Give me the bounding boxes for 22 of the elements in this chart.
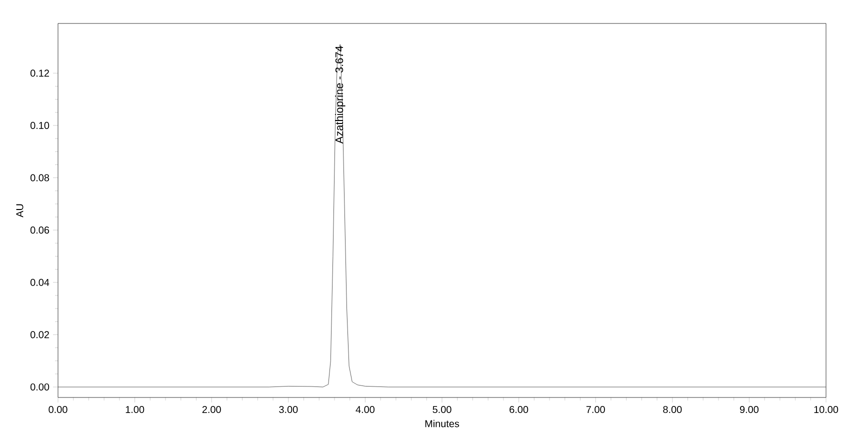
y-tick-label: 0.08 xyxy=(30,174,50,182)
x-tick-label: 2.00 xyxy=(202,406,221,414)
x-tick-label: 4.00 xyxy=(356,406,375,414)
x-tick-label: 8.00 xyxy=(663,406,682,414)
x-axis-title: Minutes xyxy=(425,420,460,428)
y-tick-label: 0.04 xyxy=(30,278,50,286)
x-tick-label: 7.00 xyxy=(586,406,605,414)
annotation: Azathioprine - 3.674 xyxy=(335,46,346,144)
y-tick-label: 0.12 xyxy=(30,70,49,77)
x-tick-label: 10.00 xyxy=(814,406,838,414)
y-tick-label: 0.02 xyxy=(30,331,49,338)
y-axis-title: AU xyxy=(16,204,24,218)
x-tick-label: 3.00 xyxy=(279,406,298,414)
x-tick-label: 5.00 xyxy=(432,406,452,414)
line-series xyxy=(58,44,826,388)
y-tick-label: 0.10 xyxy=(30,122,50,129)
x-tick-label: 6.00 xyxy=(510,406,528,414)
x-tick-label: 1.00 xyxy=(126,406,144,414)
x-tick-label: 0.00 xyxy=(48,406,68,414)
y-tick-label: 0.00 xyxy=(30,383,50,391)
y-tick-label: 0.06 xyxy=(30,226,50,234)
x-tick-label: 9.00 xyxy=(740,406,759,414)
